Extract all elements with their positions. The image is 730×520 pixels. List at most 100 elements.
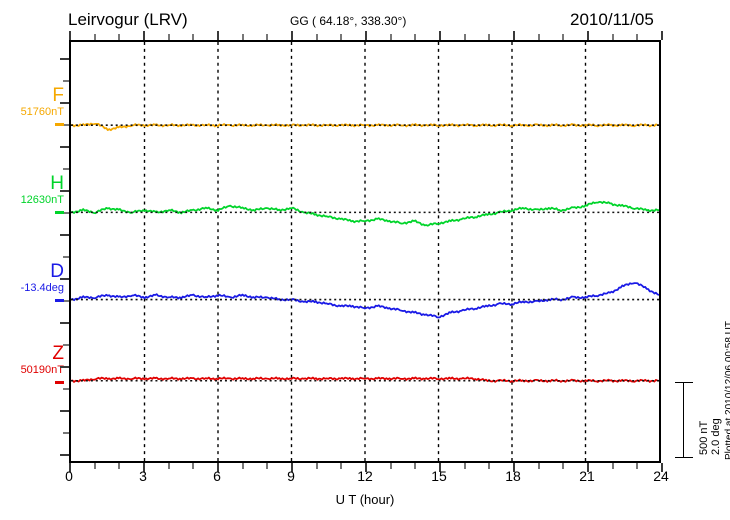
y-axis-tick	[60, 234, 69, 236]
component-baseline-value: 12630nT	[20, 194, 64, 206]
baseline-marker-h	[55, 211, 64, 214]
y-axis-tick	[63, 256, 69, 258]
x-axis-tick	[167, 463, 170, 469]
scale-bar-deg-label: 2.0 deg	[710, 418, 722, 455]
x-axis-tick	[636, 463, 639, 469]
x-axis-tick-top	[118, 34, 121, 40]
x-axis-tick	[389, 463, 392, 469]
x-axis-tick	[315, 463, 318, 469]
plotted-at-timestamp: Plotted at 2010/12/06 00:58 UT	[724, 321, 730, 460]
component-baseline-value: 51760nT	[20, 106, 64, 118]
x-axis-tick	[241, 463, 244, 469]
x-axis-tick	[291, 463, 293, 472]
component-baseline-value: 50190nT	[20, 364, 64, 376]
x-axis-tick-top	[241, 34, 244, 40]
x-axis-tick-label: 12	[357, 468, 373, 484]
y-axis-tick	[60, 410, 69, 412]
component-symbol: Z	[52, 343, 64, 364]
x-axis-tick	[69, 463, 71, 472]
x-axis-tick-top	[661, 31, 663, 40]
y-axis-tick	[60, 278, 69, 280]
x-axis-tick	[587, 463, 589, 472]
x-axis-tick	[93, 463, 96, 469]
y-axis-tick	[63, 432, 69, 434]
x-axis-tick-top	[143, 31, 145, 40]
x-axis-tick-label: 24	[653, 468, 669, 484]
observation-date: 2010/11/05	[570, 10, 654, 29]
page-title: Leirvogur (LRV)	[68, 10, 188, 29]
x-axis-tick	[488, 463, 491, 469]
component-label-f: F 51760nT	[2, 86, 64, 119]
x-axis-tick	[414, 463, 417, 469]
x-axis-tick-top	[513, 31, 515, 40]
x-axis-tick-top	[315, 34, 318, 40]
x-axis-tick-top	[69, 31, 71, 40]
x-axis-tick-top	[266, 34, 269, 40]
component-label-h: H 12630nT	[2, 174, 64, 207]
x-axis-tick-top	[167, 34, 170, 40]
chart-plot-area	[69, 40, 661, 463]
trace-h	[71, 200, 659, 227]
x-axis-tick	[192, 463, 195, 469]
y-axis-tick	[60, 58, 69, 60]
x-axis-tick-top	[537, 34, 540, 40]
y-axis-tick	[63, 300, 69, 302]
x-axis-tick-label: 18	[505, 468, 521, 484]
scale-bar-top-cap	[675, 382, 693, 383]
scale-bar-bottom-cap	[675, 457, 693, 458]
x-axis-tick-top	[192, 34, 195, 40]
scale-bar	[675, 382, 693, 458]
y-axis-tick	[63, 168, 69, 170]
y-axis-tick	[63, 344, 69, 346]
x-axis-tick	[439, 463, 441, 472]
x-axis-tick	[611, 463, 614, 469]
baseline-marker-z	[55, 381, 64, 384]
component-symbol: F	[52, 85, 64, 106]
x-axis-tick-label: 9	[287, 468, 295, 484]
x-axis-tick-label: 21	[579, 468, 595, 484]
y-axis-tick	[63, 388, 69, 390]
x-axis-tick	[217, 463, 219, 472]
baseline-marker-f	[55, 123, 64, 126]
x-axis-tick-top	[587, 31, 589, 40]
y-axis-tick	[60, 190, 69, 192]
x-axis-tick-top	[93, 34, 96, 40]
component-symbol: D	[50, 261, 64, 282]
chart-canvas	[71, 42, 659, 461]
y-axis-tick	[60, 146, 69, 148]
x-axis-tick-top	[340, 34, 343, 40]
x-axis-tick	[118, 463, 121, 469]
x-axis-tick-label: 15	[431, 468, 447, 484]
component-baseline-value: -13.4deg	[20, 282, 64, 294]
y-axis-tick	[60, 454, 69, 456]
x-axis-tick-top	[439, 31, 441, 40]
x-axis-tick-top	[562, 34, 565, 40]
x-axis-tick	[463, 463, 466, 469]
geographic-coordinates: GG ( 64.18°, 338.30°)	[290, 14, 407, 28]
scale-bar-nt-label: 500 nT	[698, 420, 710, 455]
y-axis-tick	[63, 80, 69, 82]
x-axis-tick	[513, 463, 515, 472]
y-axis-tick	[60, 322, 69, 324]
x-axis-tick-top	[217, 31, 219, 40]
trace-d	[71, 282, 659, 319]
x-axis-tick-top	[636, 34, 639, 40]
x-axis-tick-top	[611, 34, 614, 40]
x-axis-tick-top	[291, 31, 293, 40]
component-label-z: Z 50190nT	[2, 344, 64, 377]
x-axis-tick-label: 3	[139, 468, 147, 484]
y-axis-tick	[60, 366, 69, 368]
y-axis-tick	[63, 124, 69, 126]
component-symbol: H	[50, 173, 64, 194]
x-axis-tick	[537, 463, 540, 469]
trace-z	[71, 376, 659, 383]
x-axis-tick-top	[488, 34, 491, 40]
x-axis-tick	[365, 463, 367, 472]
y-axis-tick	[63, 212, 69, 214]
x-axis-tick-top	[365, 31, 367, 40]
x-axis-tick-top	[389, 34, 392, 40]
x-axis-title: U T (hour)	[335, 492, 395, 507]
x-axis-tick	[661, 463, 663, 472]
x-axis-tick	[266, 463, 269, 469]
